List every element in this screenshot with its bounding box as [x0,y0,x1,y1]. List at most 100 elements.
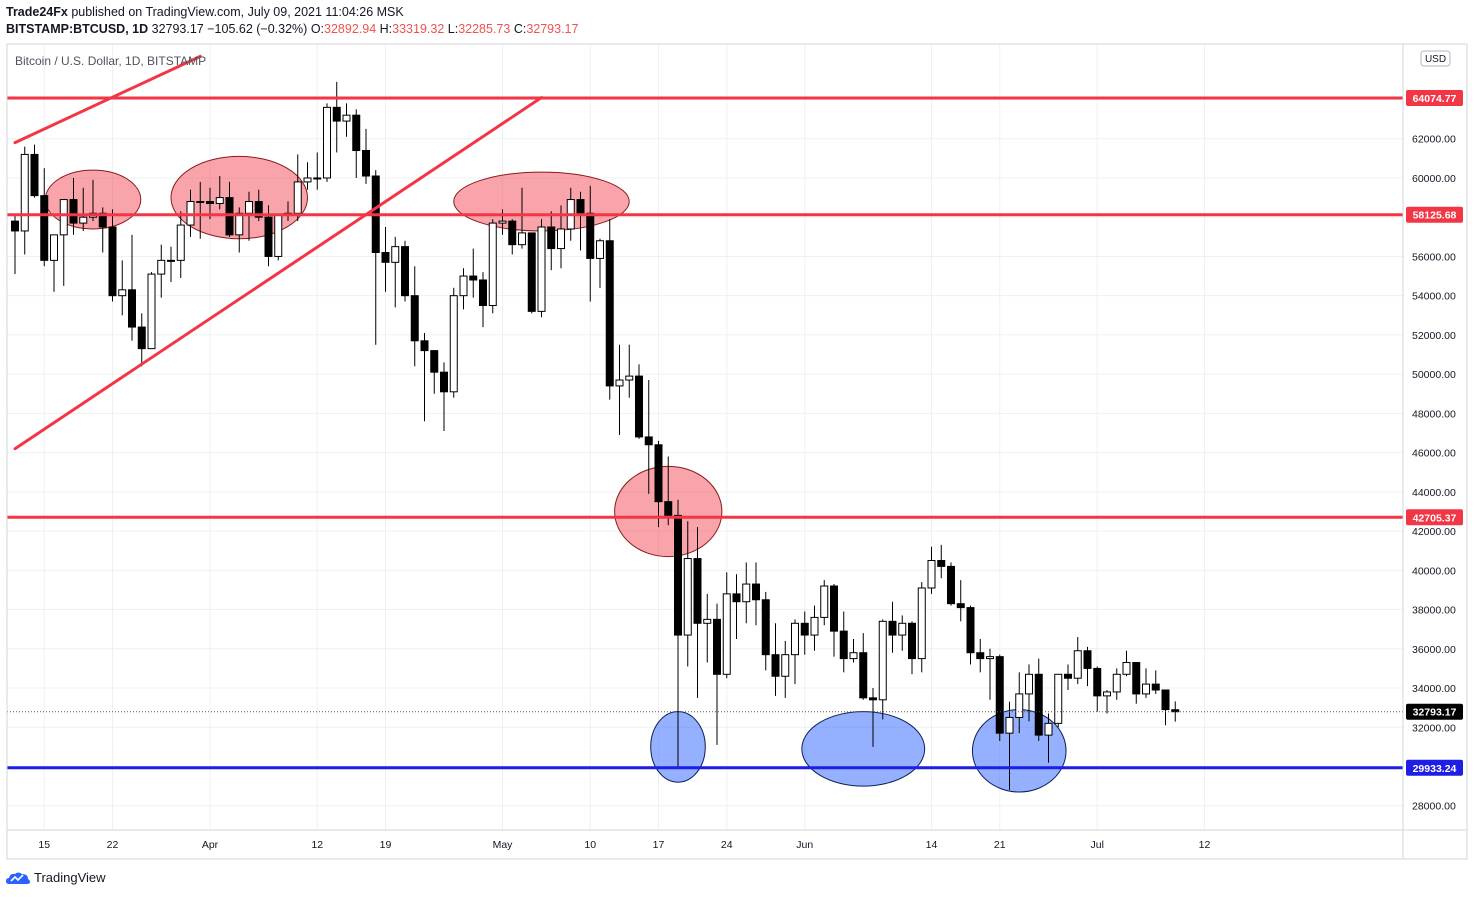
y-tick-label: 40000.00 [1412,565,1456,577]
candle-body [1015,693,1024,718]
candle-body [908,622,916,660]
candle-body [966,607,975,654]
y-tick-label: 48000.00 [1412,408,1456,420]
low-value: 32285.73 [458,22,511,36]
candle-body [313,177,322,180]
last-price-tag: 32793.17 [1406,703,1463,720]
candle-body [196,201,205,204]
publish-info: published on TradingView.com, July 09, 2… [71,5,404,19]
candle-body [167,259,175,262]
candle [781,640,790,698]
candle-body [508,220,517,246]
candle [1025,664,1033,722]
candle [810,605,819,651]
candle [703,593,712,663]
candle-body [1093,667,1102,697]
candle [50,234,58,292]
y-tick-label: 54000.00 [1412,291,1456,303]
chart-border [6,43,1468,860]
candle [293,154,302,222]
chart-frame [6,43,1468,860]
tradingview-logo[interactable]: TradingView [6,870,106,885]
candle [859,633,868,700]
candle-body [342,114,351,122]
candle-body [859,652,868,699]
level-price-tag-text: 29933.24 [1413,763,1457,775]
candle-body [274,214,283,257]
candle-body [69,199,78,224]
candle-body [576,199,585,214]
annotation-ellipses [44,155,1067,793]
y-tick-label: 60000.00 [1412,173,1456,185]
candle [1093,666,1102,712]
candle-body [50,234,58,261]
y-tick-label: 34000.00 [1412,683,1456,695]
candle [381,227,390,292]
candle-body [586,212,595,259]
candle-body [674,514,682,636]
candle-body [176,224,185,261]
candle-body [323,106,331,179]
trend-line [13,96,543,451]
candle-body [420,340,429,352]
candle-body [362,150,370,177]
candle-body [157,259,166,275]
candle [157,244,166,298]
candle [332,81,341,153]
candle-body [664,501,673,516]
candle-body [644,436,653,446]
candle [732,574,741,639]
candle-body [11,220,19,232]
candle [722,572,731,679]
candle-body [401,246,409,297]
candle [683,521,692,667]
candle-body [527,232,536,312]
candle [518,187,526,249]
candle-body [1151,683,1160,691]
y-tick-label: 44000.00 [1412,487,1456,499]
candle-body [352,114,361,152]
candle-body [391,246,400,263]
candle-body [1132,662,1141,695]
y-axis[interactable]: 28000.0030000.0032000.0034000.0036000.00… [1406,90,1463,813]
currency-label: USD [1425,54,1446,65]
candle [69,177,78,235]
candle-body [781,654,790,677]
x-tick-label: 19 [380,839,392,851]
candle-body [849,652,858,660]
candle-body [459,275,468,297]
candle [800,611,809,655]
level-price-tag-bg [1406,759,1463,776]
support-ellipse [801,711,926,787]
candle [625,344,634,398]
candle [976,638,985,673]
candle-body [1122,662,1131,675]
y-tick-label: 50000.00 [1412,369,1456,381]
candle [1151,670,1160,694]
candle-body [1112,673,1121,693]
currency-badge[interactable]: USD [1420,50,1451,67]
candle-body [1025,673,1033,695]
open-value: 32892.94 [324,22,377,36]
candle-body [752,583,760,601]
x-tick-label: 12 [1199,839,1211,851]
candle-body [1005,716,1014,734]
candle-body [995,656,1004,734]
candle [1083,646,1092,687]
level-price-tag: 42705.37 [1406,509,1463,526]
candle-body [147,273,156,350]
candle-body [917,587,926,660]
change-value: −105.62 (−0.32%) [207,22,308,36]
candle [391,236,400,308]
x-tick-label: May [493,839,514,851]
candle [352,109,361,178]
candle [342,103,351,137]
x-tick-label: 12 [311,839,323,851]
author-name[interactable]: Trade24Fx [6,5,68,19]
candle-body [986,656,994,660]
candle-body [1103,691,1111,697]
candle [40,168,49,267]
candle-body [381,252,390,263]
candle [449,287,458,398]
